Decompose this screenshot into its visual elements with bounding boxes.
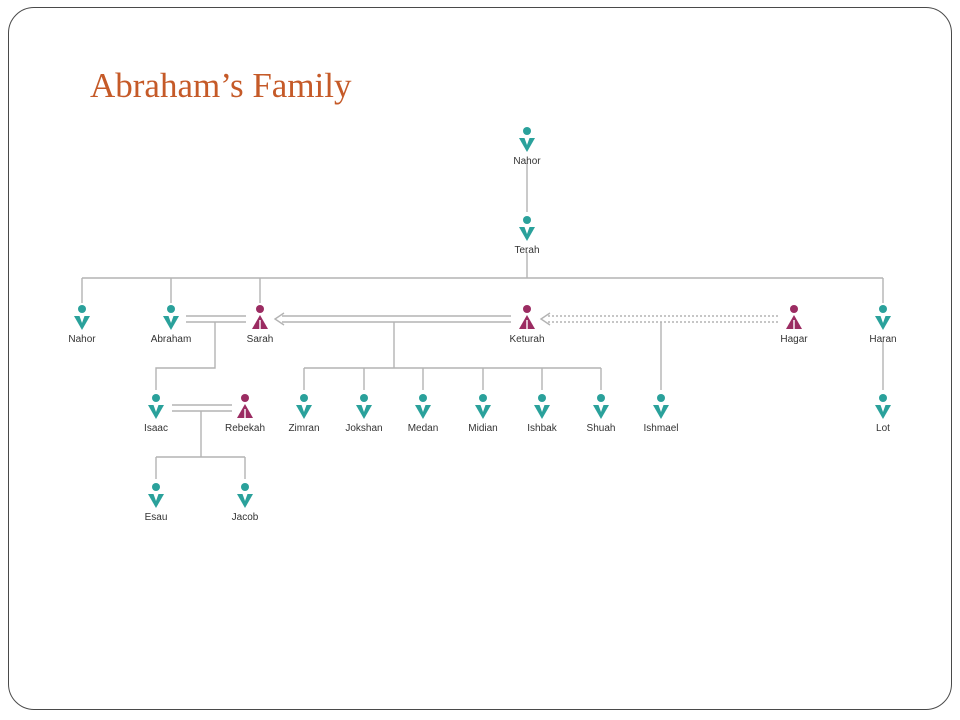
male-person-icon — [653, 394, 669, 419]
person-node-jokshan: Jokshan — [345, 394, 383, 434]
person-name-label: Ishbak — [527, 423, 557, 434]
person-name-label: Medan — [408, 423, 439, 434]
person-node-rebekah: Rebekah — [225, 394, 265, 434]
arrow-head — [539, 312, 551, 326]
male-person-icon — [237, 483, 253, 508]
person-node-esau: Esau — [145, 483, 168, 523]
person-name-label: Terah — [514, 245, 539, 256]
person-node-ishbak: Ishbak — [527, 394, 558, 434]
person-name-label: Abraham — [151, 334, 192, 345]
person-name-label: Hagar — [780, 334, 808, 345]
person-node-jacob: Jacob — [232, 483, 259, 523]
person-name-label: Sarah — [247, 334, 274, 345]
descent-line — [155, 322, 216, 390]
person-node-nahor: Nahor — [68, 305, 96, 345]
person-node-midian: Midian — [468, 394, 498, 434]
slide-frame — [8, 7, 952, 710]
person-name-label: Zimran — [288, 423, 319, 434]
person-node-abraham: Abraham — [151, 305, 192, 345]
person-name-label: Midian — [468, 423, 497, 434]
person-node-keturah: Keturah — [509, 305, 545, 345]
male-person-icon — [534, 394, 550, 419]
person-node-terah: Terah — [514, 216, 540, 256]
male-person-icon — [593, 394, 609, 419]
person-name-label: Rebekah — [225, 423, 265, 434]
female-person-icon — [252, 305, 268, 329]
person-node-hagar: Hagar — [780, 305, 808, 345]
person-node-medan: Medan — [408, 394, 439, 434]
person-name-label: Esau — [145, 512, 168, 523]
person-name-label: Lot — [876, 423, 890, 434]
female-person-icon — [786, 305, 802, 329]
slide-title: Abraham’s Family — [90, 66, 352, 105]
female-person-icon — [237, 394, 253, 418]
person-node-sarah: Sarah — [247, 305, 274, 345]
male-person-icon — [74, 305, 90, 330]
male-person-icon — [875, 305, 891, 330]
person-node-lot: Lot — [875, 394, 891, 434]
person-name-label: Jokshan — [345, 423, 382, 434]
person-name-label: Isaac — [144, 423, 168, 434]
male-person-icon — [296, 394, 312, 419]
person-name-label: Haran — [869, 334, 896, 345]
person-node-ishmael: Ishmael — [643, 394, 679, 434]
person-node-shuah: Shuah — [587, 394, 616, 434]
person-name-label: Jacob — [232, 512, 259, 523]
male-person-icon — [356, 394, 372, 419]
male-person-icon — [415, 394, 431, 419]
person-node-isaac: Isaac — [144, 394, 168, 434]
male-person-icon — [475, 394, 491, 419]
male-person-icon — [163, 305, 179, 330]
person-node-haran: Haran — [869, 305, 897, 345]
person-name-label: Keturah — [509, 334, 544, 345]
person-name-label: Ishmael — [643, 423, 678, 434]
male-person-icon — [519, 127, 535, 152]
person-node-zimran: Zimran — [288, 394, 320, 434]
arrow-head — [273, 312, 285, 326]
female-person-icon — [519, 305, 535, 329]
person-node-nahor_sr: Nahor — [513, 127, 541, 167]
person-name-label: Nahor — [68, 334, 96, 345]
male-person-icon — [519, 216, 535, 241]
connector-lines — [81, 163, 884, 479]
person-name-label: Shuah — [587, 423, 616, 434]
male-person-icon — [148, 483, 164, 508]
person-name-label: Nahor — [513, 156, 541, 167]
person-nodes: Nahor Terah Nahor Abraham Sarah Keturah Hagar H… — [68, 127, 897, 523]
male-person-icon — [875, 394, 891, 419]
male-person-icon — [148, 394, 164, 419]
